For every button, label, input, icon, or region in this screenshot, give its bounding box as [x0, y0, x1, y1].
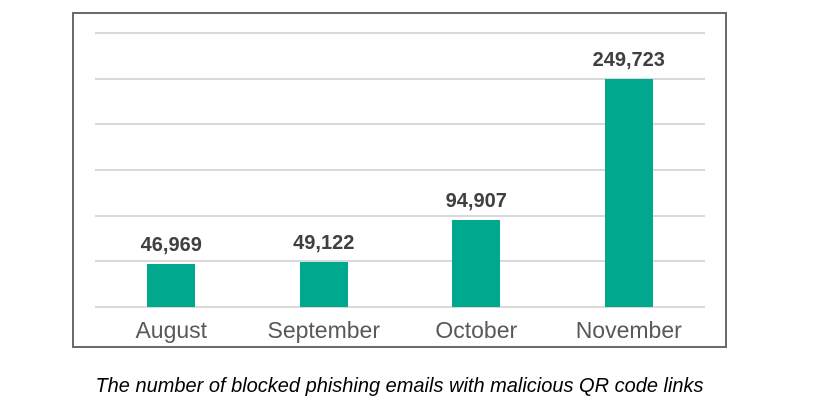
gridline-0 [95, 306, 705, 308]
category-label-august: August [135, 317, 208, 343]
plot-area: 46,969 August 49,122 September 94,907 October… [95, 32, 705, 342]
bar-august [147, 264, 196, 307]
bar-october [452, 220, 501, 307]
gridline-150000 [95, 169, 705, 171]
chart-caption: The number of blocked phishing emails wi… [95, 375, 704, 397]
gridline-200000 [95, 123, 705, 126]
chart-frame: 46,969 August 49,122 September 94,907 October… [72, 12, 727, 348]
bar-september [299, 262, 348, 307]
gridline-250000 [95, 77, 705, 80]
gridline-300000 [95, 32, 705, 34]
bar-november [604, 78, 653, 307]
value-label-october: 94,907 [445, 190, 507, 213]
gridline-100000 [95, 214, 705, 217]
gridline-50000 [95, 260, 705, 263]
category-label-october: October [435, 317, 518, 343]
value-label-november: 249,723 [592, 48, 665, 71]
category-label-september: September [267, 317, 381, 343]
value-label-september: 49,122 [293, 232, 355, 255]
value-label-august: 46,969 [140, 234, 202, 257]
category-label-november: November [575, 317, 682, 343]
